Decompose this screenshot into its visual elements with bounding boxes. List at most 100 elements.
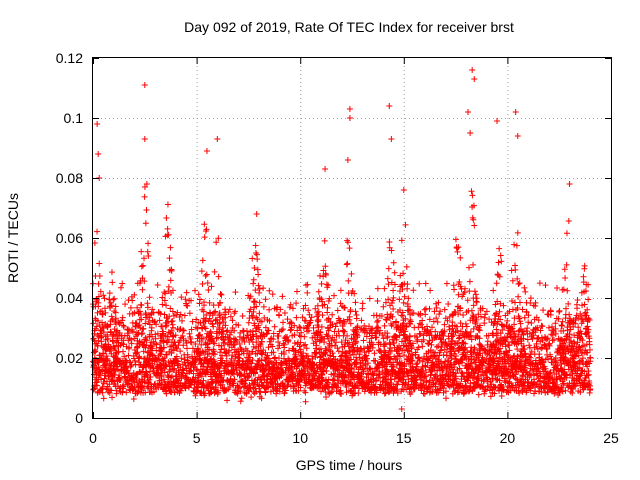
data-point bbox=[324, 304, 331, 311]
data-point bbox=[112, 309, 119, 316]
data-point bbox=[566, 311, 573, 318]
data-point bbox=[467, 130, 474, 136]
data-point bbox=[210, 348, 217, 355]
data-point bbox=[328, 389, 335, 396]
data-point bbox=[256, 388, 263, 395]
data-point bbox=[540, 307, 547, 314]
data-point bbox=[96, 260, 103, 267]
data-point bbox=[388, 136, 395, 142]
data-point bbox=[140, 262, 147, 269]
data-point bbox=[94, 382, 101, 389]
data-point bbox=[170, 324, 177, 331]
data-point bbox=[92, 348, 99, 355]
data-point bbox=[136, 308, 143, 315]
data-point bbox=[247, 306, 254, 313]
data-point bbox=[167, 277, 174, 284]
data-point bbox=[390, 287, 397, 294]
data-point bbox=[143, 207, 150, 214]
data-point bbox=[552, 320, 559, 327]
data-point bbox=[102, 309, 109, 316]
data-point bbox=[246, 351, 253, 358]
y-axis-label: ROTI / TECUs bbox=[5, 193, 21, 283]
data-point bbox=[99, 319, 106, 326]
data-point bbox=[163, 215, 170, 222]
data-point bbox=[287, 327, 294, 334]
data-point bbox=[258, 318, 265, 325]
data-point bbox=[391, 269, 398, 276]
data-point bbox=[359, 305, 366, 312]
data-point bbox=[354, 324, 361, 331]
data-point bbox=[226, 347, 233, 354]
data-point bbox=[226, 306, 233, 313]
data-point bbox=[265, 355, 272, 362]
data-point bbox=[275, 345, 282, 352]
data-point bbox=[291, 340, 298, 347]
data-point bbox=[216, 320, 223, 327]
data-point bbox=[274, 304, 281, 311]
data-point bbox=[556, 308, 563, 315]
data-point bbox=[325, 282, 332, 289]
data-point bbox=[142, 334, 149, 341]
data-point bbox=[249, 255, 256, 262]
data-point bbox=[153, 341, 160, 348]
data-point bbox=[117, 284, 124, 291]
data-point bbox=[346, 339, 353, 346]
data-point bbox=[335, 384, 342, 391]
data-point bbox=[498, 258, 505, 265]
data-point bbox=[161, 355, 168, 362]
data-point bbox=[348, 270, 355, 277]
data-points bbox=[90, 67, 594, 412]
data-point bbox=[116, 320, 123, 327]
data-point bbox=[111, 308, 118, 315]
data-point bbox=[219, 315, 226, 322]
data-point bbox=[281, 350, 288, 357]
data-point bbox=[164, 201, 171, 208]
data-point bbox=[247, 360, 254, 367]
data-point bbox=[512, 266, 519, 273]
data-point bbox=[294, 327, 301, 334]
data-point bbox=[269, 343, 276, 350]
data-point bbox=[199, 257, 206, 264]
data-point bbox=[267, 388, 274, 395]
data-point bbox=[156, 317, 163, 324]
data-point bbox=[201, 324, 208, 331]
data-point bbox=[419, 343, 426, 350]
data-point bbox=[107, 328, 114, 335]
data-point bbox=[198, 268, 205, 275]
data-point bbox=[325, 327, 332, 334]
data-point bbox=[108, 387, 115, 394]
data-point bbox=[179, 332, 186, 339]
data-point bbox=[280, 319, 287, 326]
data-point bbox=[315, 308, 322, 315]
data-point bbox=[94, 309, 101, 316]
data-point bbox=[320, 267, 327, 274]
data-point bbox=[354, 344, 361, 351]
data-point bbox=[192, 358, 199, 365]
data-point bbox=[164, 225, 171, 232]
data-point bbox=[122, 301, 129, 308]
data-point bbox=[321, 339, 328, 346]
data-point bbox=[183, 365, 190, 372]
data-point bbox=[163, 363, 170, 370]
data-point bbox=[566, 181, 573, 187]
data-point bbox=[238, 372, 245, 379]
data-point bbox=[321, 237, 328, 244]
data-point bbox=[366, 295, 373, 302]
data-point bbox=[165, 283, 172, 290]
data-point bbox=[312, 305, 319, 312]
data-point bbox=[320, 368, 327, 375]
data-point bbox=[293, 314, 300, 321]
data-point bbox=[146, 376, 153, 383]
data-point bbox=[198, 373, 205, 380]
data-point bbox=[97, 327, 104, 334]
data-point bbox=[422, 280, 429, 287]
data-point bbox=[225, 308, 232, 315]
data-point bbox=[178, 294, 185, 301]
data-point bbox=[251, 264, 258, 271]
data-point bbox=[563, 230, 570, 237]
data-point bbox=[275, 333, 282, 340]
data-point bbox=[386, 238, 393, 245]
data-point bbox=[141, 136, 148, 142]
data-point bbox=[300, 305, 307, 312]
data-point bbox=[215, 273, 222, 280]
